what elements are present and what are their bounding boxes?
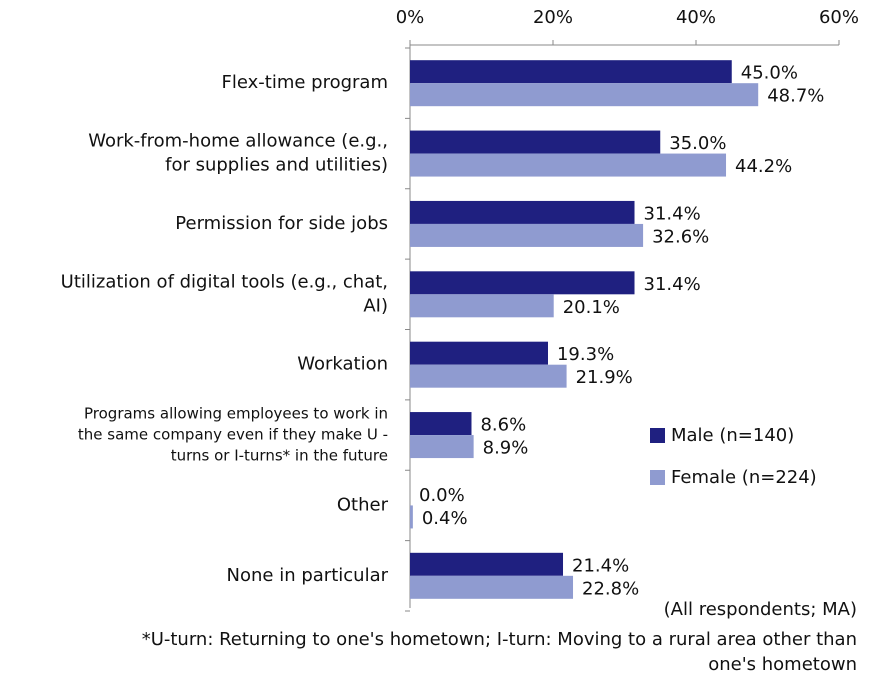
value-label: 44.2% <box>735 156 792 177</box>
bar <box>410 341 548 365</box>
y-tick-label: Workation <box>297 354 388 375</box>
y-tick-label: turns or I-turns* in the future <box>171 447 388 465</box>
x-tick-label: 40% <box>676 7 716 28</box>
value-label: 32.6% <box>652 226 709 247</box>
legend-swatch <box>650 470 665 485</box>
value-label: 0.0% <box>419 485 465 506</box>
bar <box>410 412 472 436</box>
x-tick-label: 0% <box>396 7 425 28</box>
footnote: one's hometown <box>708 654 857 675</box>
bar <box>410 223 644 247</box>
bar <box>410 60 732 84</box>
y-tick-label: AI) <box>363 295 388 316</box>
y-tick-label: Work-from-home allowance (e.g., <box>88 131 388 152</box>
y-tick-label: Flex-time program <box>222 72 388 93</box>
note: (All respondents; MA) <box>664 599 857 620</box>
footnote: *U-turn: Returning to one's hometown; I-… <box>142 629 857 650</box>
y-tick-label: Programs allowing employees to work in <box>84 405 388 423</box>
x-tick-label: 60% <box>819 7 859 28</box>
y-tick-label: for supplies and utilities) <box>165 155 388 176</box>
legend-swatch <box>650 428 665 443</box>
value-label: 45.0% <box>741 63 798 84</box>
y-tick-label: Permission for side jobs <box>175 213 388 234</box>
value-label: 22.8% <box>582 578 639 599</box>
bar <box>410 435 474 459</box>
bar <box>410 505 413 529</box>
value-label: 21.4% <box>572 555 629 576</box>
value-label: 8.9% <box>483 438 529 459</box>
bar <box>410 364 567 388</box>
value-label: 35.0% <box>669 133 726 154</box>
bar <box>410 294 554 318</box>
y-tick-label: Utilization of digital tools (e.g., chat… <box>61 271 388 292</box>
bar <box>410 83 759 107</box>
bar <box>410 200 635 224</box>
x-tick-label: 20% <box>533 7 573 28</box>
y-tick-label: Other <box>337 494 389 515</box>
bar <box>410 153 727 177</box>
value-label: 20.1% <box>563 297 620 318</box>
bar <box>410 552 564 576</box>
value-label: 0.4% <box>422 508 468 529</box>
y-tick-label: the same company even if they make U - <box>78 426 388 444</box>
value-label: 48.7% <box>767 86 824 107</box>
bar <box>410 271 635 295</box>
value-label: 8.6% <box>480 415 526 436</box>
legend-label: Female (n=224) <box>671 467 817 488</box>
legend-label: Male (n=140) <box>671 425 794 446</box>
y-tick-label: None in particular <box>227 565 389 586</box>
bar <box>410 130 661 154</box>
value-label: 21.9% <box>576 367 633 388</box>
value-label: 19.3% <box>557 344 614 365</box>
bar <box>410 575 574 599</box>
value-label: 31.4% <box>644 203 701 224</box>
value-label: 31.4% <box>644 274 701 295</box>
